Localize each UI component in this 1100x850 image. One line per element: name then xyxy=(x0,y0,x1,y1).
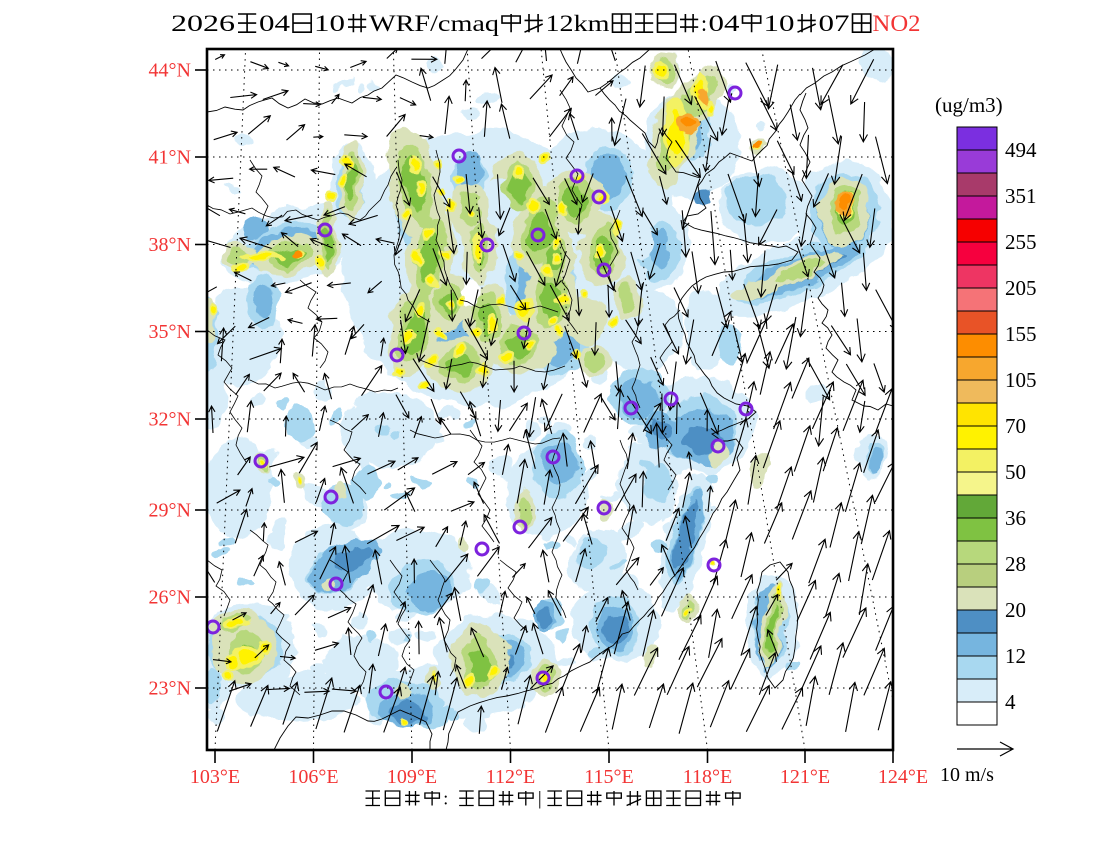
svg-text:12: 12 xyxy=(1005,644,1026,668)
svg-text:10: 10 xyxy=(764,11,795,36)
svg-text:28: 28 xyxy=(1005,552,1026,576)
svg-text:36: 36 xyxy=(1005,506,1026,530)
svg-text:10: 10 xyxy=(314,11,345,36)
svg-text:WRF/cmaq: WRF/cmaq xyxy=(369,11,500,36)
svg-text:20: 20 xyxy=(1005,598,1026,622)
svg-text:04: 04 xyxy=(709,11,741,36)
svg-text:26°N: 26°N xyxy=(149,587,191,609)
svg-text:|: | xyxy=(538,789,542,810)
svg-text:07: 07 xyxy=(819,11,850,36)
svg-text:112°E: 112°E xyxy=(486,766,535,788)
svg-text:109°E: 109°E xyxy=(387,766,437,788)
svg-text:10 m/s: 10 m/s xyxy=(940,764,994,786)
svg-text:494: 494 xyxy=(1005,138,1037,162)
svg-text:41°N: 41°N xyxy=(149,147,191,169)
svg-text:115°E: 115°E xyxy=(584,766,633,788)
svg-text:04: 04 xyxy=(259,11,291,36)
svg-text:106°E: 106°E xyxy=(288,766,338,788)
svg-text:32°N: 32°N xyxy=(149,409,191,431)
svg-text:205: 205 xyxy=(1005,276,1037,300)
svg-text:351: 351 xyxy=(1005,184,1037,208)
svg-text:12km: 12km xyxy=(546,11,610,36)
svg-text:118°E: 118°E xyxy=(683,766,732,788)
svg-text:23°N: 23°N xyxy=(149,678,191,700)
svg-text:124°E: 124°E xyxy=(878,766,928,788)
svg-text:155: 155 xyxy=(1005,322,1037,346)
svg-text:35°N: 35°N xyxy=(149,321,191,343)
svg-text::: : xyxy=(443,789,448,810)
svg-text:29°N: 29°N xyxy=(149,500,191,522)
svg-text::: : xyxy=(701,11,707,36)
svg-text:121°E: 121°E xyxy=(780,766,830,788)
svg-text:44°N: 44°N xyxy=(149,60,191,82)
svg-text:2026: 2026 xyxy=(171,11,235,36)
svg-text:103°E: 103°E xyxy=(190,766,240,788)
svg-text:NO2: NO2 xyxy=(873,11,921,36)
svg-text:255: 255 xyxy=(1005,230,1037,254)
svg-text:50: 50 xyxy=(1005,460,1026,484)
svg-text:70: 70 xyxy=(1005,414,1026,438)
svg-text:105: 105 xyxy=(1005,368,1037,392)
svg-text:4: 4 xyxy=(1005,690,1016,714)
svg-text:38°N: 38°N xyxy=(149,234,191,256)
svg-text:(ug/m3): (ug/m3) xyxy=(935,93,1003,117)
